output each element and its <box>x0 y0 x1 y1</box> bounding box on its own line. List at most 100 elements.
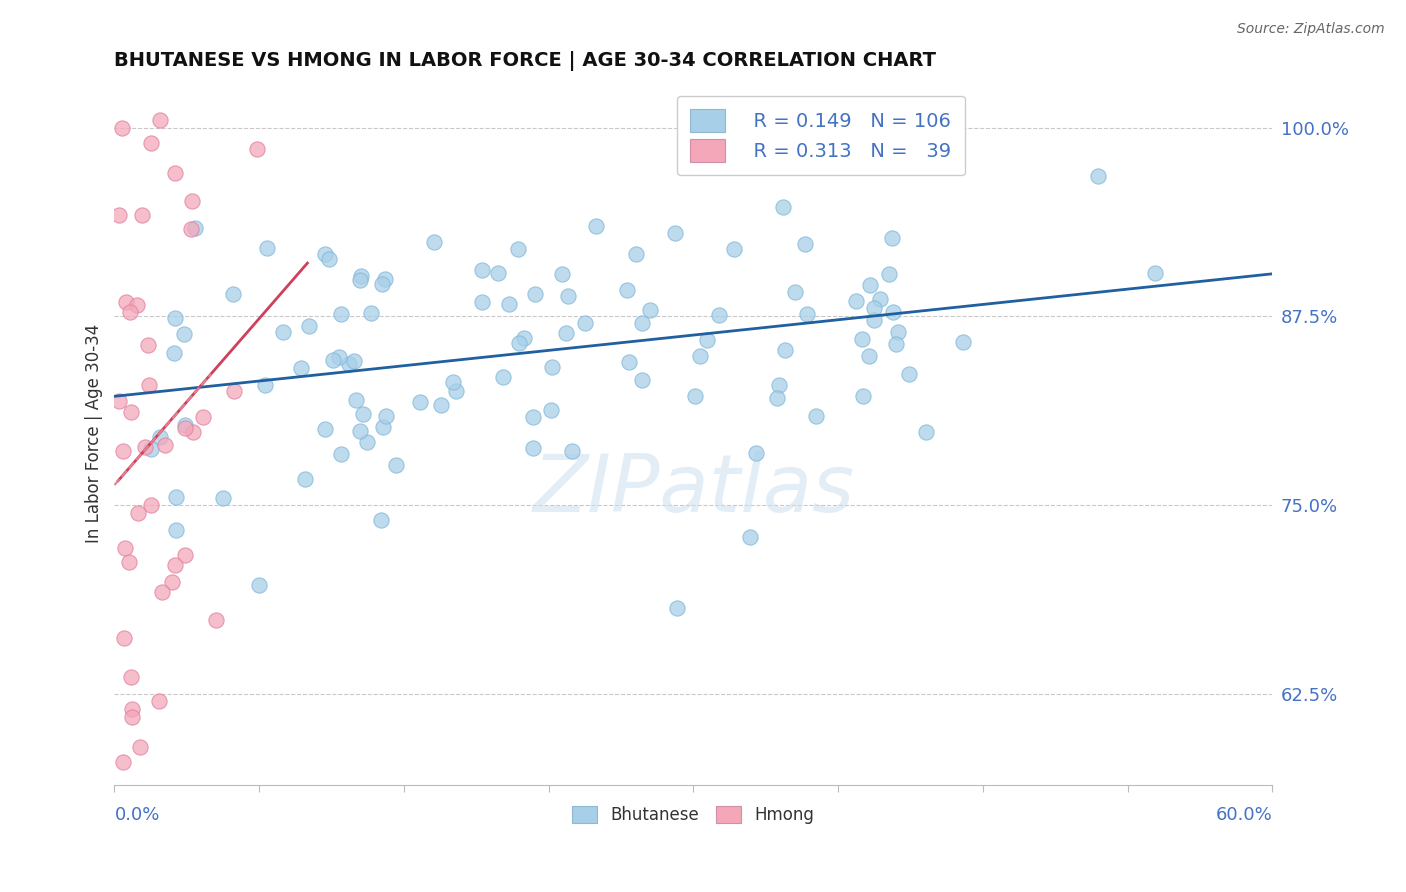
Point <box>121 702 143 716</box>
Point <box>212 491 235 506</box>
Point <box>557 289 579 303</box>
Point <box>256 241 278 255</box>
Point <box>858 349 880 363</box>
Point <box>631 373 654 387</box>
Point <box>441 375 464 389</box>
Point <box>129 739 152 754</box>
Point <box>1143 266 1166 280</box>
Point <box>696 333 718 347</box>
Point <box>141 498 163 512</box>
Point <box>111 120 134 135</box>
Point <box>298 319 321 334</box>
Text: BHUTANESE VS HMONG IN LABOR FORCE | AGE 30-34 CORRELATION CHART: BHUTANESE VS HMONG IN LABOR FORCE | AGE … <box>114 51 936 70</box>
Point <box>887 325 910 339</box>
Point <box>337 357 360 371</box>
Point <box>631 317 654 331</box>
Point <box>423 235 446 250</box>
Point <box>863 313 886 327</box>
Point <box>350 269 373 284</box>
Legend:   R = 0.149   N = 106,   R = 0.313   N =   39: R = 0.149 N = 106, R = 0.313 N = 39 <box>676 95 965 176</box>
Point <box>343 353 366 368</box>
Point <box>773 343 796 358</box>
Point <box>349 273 371 287</box>
Point <box>664 226 686 240</box>
Point <box>253 378 276 392</box>
Point <box>290 361 312 376</box>
Point <box>118 305 141 319</box>
Point <box>160 574 183 589</box>
Point <box>409 395 432 409</box>
Point <box>115 295 138 310</box>
Point <box>148 694 170 708</box>
Point <box>155 438 177 452</box>
Point <box>522 442 544 456</box>
Point <box>1087 169 1109 184</box>
Point <box>163 345 186 359</box>
Point <box>205 613 228 627</box>
Point <box>352 408 374 422</box>
Point <box>370 277 392 292</box>
Point <box>131 208 153 222</box>
Point <box>551 267 574 281</box>
Point <box>184 221 207 235</box>
Point <box>540 360 562 375</box>
Point <box>112 631 135 645</box>
Point <box>174 417 197 432</box>
Point <box>180 222 202 236</box>
Point <box>356 435 378 450</box>
Point <box>374 409 396 423</box>
Point <box>522 410 544 425</box>
Point <box>486 266 509 280</box>
Point <box>508 336 530 351</box>
Point <box>246 142 269 156</box>
Text: ZIPatlas: ZIPatlas <box>533 450 855 529</box>
Point <box>174 421 197 435</box>
Point <box>346 392 368 407</box>
Point <box>619 355 641 369</box>
Point <box>165 558 187 572</box>
Point <box>624 247 647 261</box>
Point <box>524 286 547 301</box>
Point <box>471 294 494 309</box>
Point <box>585 219 607 233</box>
Point <box>173 326 195 341</box>
Point <box>845 294 868 309</box>
Point <box>723 242 745 256</box>
Point <box>768 378 790 392</box>
Point <box>138 378 160 392</box>
Point <box>765 391 787 405</box>
Point <box>952 334 974 349</box>
Point <box>859 278 882 293</box>
Point <box>271 326 294 340</box>
Point <box>165 523 187 537</box>
Point <box>683 389 706 403</box>
Point <box>349 425 371 439</box>
Point <box>638 302 661 317</box>
Point <box>181 425 204 440</box>
Point <box>513 331 536 345</box>
Point <box>247 577 270 591</box>
Point <box>139 442 162 456</box>
Point <box>796 307 818 321</box>
Point <box>165 490 187 504</box>
Text: 60.0%: 60.0% <box>1216 806 1272 824</box>
Point <box>444 384 467 398</box>
Y-axis label: In Labor Force | Age 30-34: In Labor Force | Age 30-34 <box>86 324 103 543</box>
Point <box>877 267 900 281</box>
Point <box>882 305 904 319</box>
Point <box>136 338 159 352</box>
Point <box>120 405 142 419</box>
Point <box>180 194 202 208</box>
Point <box>430 397 453 411</box>
Point <box>498 297 520 311</box>
Point <box>322 353 344 368</box>
Point <box>165 310 187 325</box>
Point <box>111 444 134 458</box>
Point <box>384 458 406 472</box>
Point <box>740 530 762 544</box>
Point <box>852 389 875 403</box>
Point <box>149 113 172 128</box>
Point <box>121 710 143 724</box>
Point <box>471 262 494 277</box>
Point <box>880 231 903 245</box>
